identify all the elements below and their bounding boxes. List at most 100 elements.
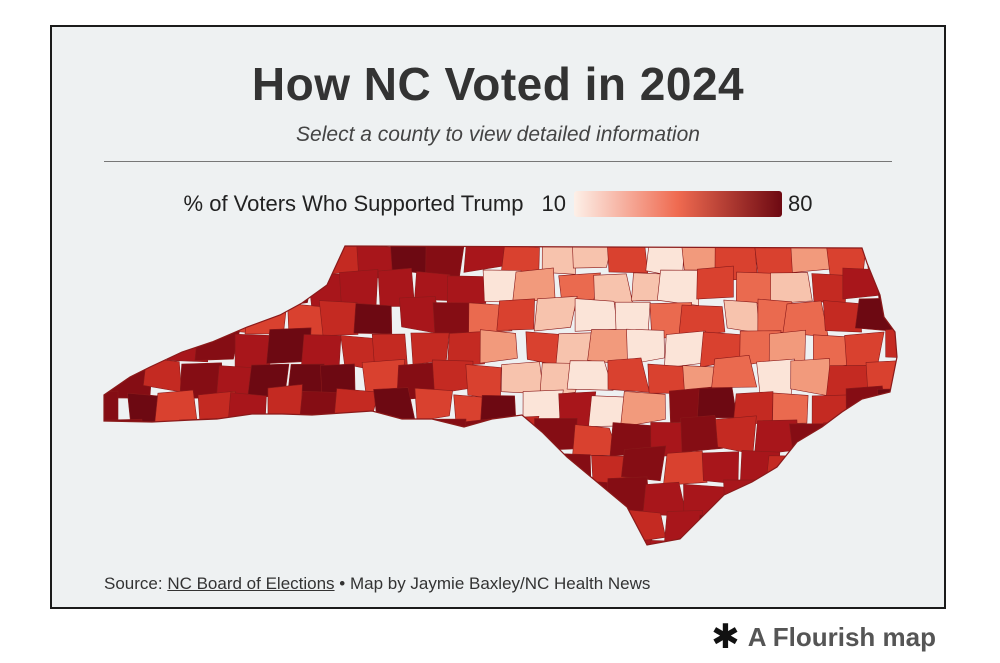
county-regions[interactable] <box>68 237 942 579</box>
county-region[interactable] <box>500 245 540 273</box>
county-region[interactable] <box>68 240 109 278</box>
county-region[interactable] <box>301 334 342 367</box>
county-region[interactable] <box>104 240 148 274</box>
county-region[interactable] <box>770 272 813 305</box>
county-region[interactable] <box>117 513 165 550</box>
county-region[interactable] <box>374 513 416 551</box>
county-region[interactable] <box>541 479 577 513</box>
county-region[interactable] <box>339 269 379 308</box>
county-region[interactable] <box>288 540 330 574</box>
county-region[interactable] <box>248 415 292 450</box>
county-region[interactable] <box>74 480 116 516</box>
county-region[interactable] <box>823 422 863 457</box>
county-region[interactable] <box>268 270 315 309</box>
county-region[interactable] <box>159 452 198 489</box>
county-region[interactable] <box>466 536 507 569</box>
county-region[interactable] <box>805 451 847 487</box>
county-region[interactable] <box>790 358 832 397</box>
county-region[interactable] <box>675 538 719 573</box>
county-region[interactable] <box>230 447 274 481</box>
source-link[interactable]: NC Board of Elections <box>167 574 335 593</box>
county-region[interactable] <box>411 450 459 482</box>
county-region[interactable] <box>227 392 267 428</box>
county-region[interactable] <box>121 330 167 366</box>
county-region[interactable] <box>100 304 143 338</box>
county-region[interactable] <box>498 415 540 455</box>
county-region[interactable] <box>394 423 433 452</box>
county-region[interactable] <box>891 478 934 518</box>
county-region[interactable] <box>522 448 563 484</box>
county-region[interactable] <box>573 541 617 572</box>
county-region[interactable] <box>136 297 183 336</box>
county-region[interactable] <box>875 273 917 309</box>
county-region[interactable] <box>432 302 475 338</box>
county-region[interactable] <box>395 480 430 513</box>
county-region[interactable] <box>571 238 614 269</box>
county-region[interactable] <box>787 482 831 514</box>
county-region[interactable] <box>105 418 145 456</box>
county-region[interactable] <box>68 300 109 336</box>
county-region[interactable] <box>175 418 218 456</box>
county-region[interactable] <box>772 392 809 425</box>
county-region[interactable] <box>555 453 592 489</box>
county-region[interactable] <box>355 541 402 577</box>
county-region[interactable] <box>86 507 128 544</box>
county-region[interactable] <box>715 535 756 573</box>
county-region[interactable] <box>566 360 614 391</box>
county-region[interactable] <box>173 302 219 332</box>
county-region[interactable] <box>533 295 578 332</box>
county-region[interactable] <box>723 479 765 512</box>
county-region[interactable] <box>680 415 723 453</box>
county-region[interactable] <box>320 417 363 453</box>
county-region[interactable] <box>177 540 219 577</box>
county-region[interactable] <box>409 511 456 546</box>
county-region[interactable] <box>899 536 942 573</box>
county-region[interactable] <box>140 238 187 278</box>
county-region[interactable] <box>844 449 881 486</box>
county-region[interactable] <box>267 384 303 425</box>
county-region[interactable] <box>464 417 505 453</box>
county-region[interactable] <box>819 540 863 580</box>
county-region[interactable] <box>898 361 941 395</box>
county-region[interactable] <box>790 542 832 572</box>
county-region[interactable] <box>191 270 229 307</box>
county-region[interactable] <box>465 364 502 401</box>
county-region[interactable] <box>656 269 700 306</box>
county-region[interactable] <box>621 445 667 482</box>
county-region[interactable] <box>245 475 288 517</box>
county-region[interactable] <box>648 540 692 573</box>
county-region[interactable] <box>541 245 577 275</box>
county-region[interactable] <box>696 265 734 300</box>
county-region[interactable] <box>447 330 489 367</box>
county-region[interactable] <box>73 354 116 389</box>
county-region[interactable] <box>341 452 387 489</box>
county-region[interactable] <box>362 419 403 455</box>
nc-county-map[interactable] <box>52 27 944 607</box>
flourish-branding[interactable]: ✱ A Flourish map <box>711 620 936 654</box>
county-region[interactable] <box>208 481 256 511</box>
county-region[interactable] <box>175 241 215 273</box>
county-region[interactable] <box>333 388 380 421</box>
county-region[interactable] <box>300 448 344 486</box>
county-region[interactable] <box>789 423 833 460</box>
county-region[interactable] <box>281 480 324 516</box>
county-region[interactable] <box>574 298 619 332</box>
county-region[interactable] <box>324 542 366 575</box>
county-region[interactable] <box>429 418 467 453</box>
county-region[interactable] <box>678 304 726 339</box>
county-region[interactable] <box>723 299 760 334</box>
county-region[interactable] <box>212 425 256 462</box>
county-region[interactable] <box>607 357 650 393</box>
county-region[interactable] <box>230 508 272 541</box>
county-region[interactable] <box>273 510 314 545</box>
county-region[interactable] <box>462 480 505 516</box>
county-region[interactable] <box>134 481 180 514</box>
county-region[interactable] <box>85 449 123 488</box>
county-region[interactable] <box>104 483 147 515</box>
county-region[interactable] <box>858 419 902 456</box>
county-region[interactable] <box>518 510 563 542</box>
county-region[interactable] <box>664 330 706 369</box>
county-region[interactable] <box>447 447 491 480</box>
county-region[interactable] <box>701 451 740 485</box>
county-region[interactable] <box>423 477 470 511</box>
